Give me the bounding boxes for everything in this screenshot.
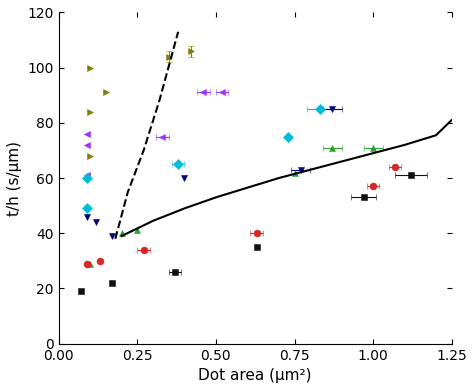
Y-axis label: t/h (s/μm): t/h (s/μm) [7, 140, 22, 216]
X-axis label: Dot area (μm²): Dot area (μm²) [199, 368, 312, 383]
